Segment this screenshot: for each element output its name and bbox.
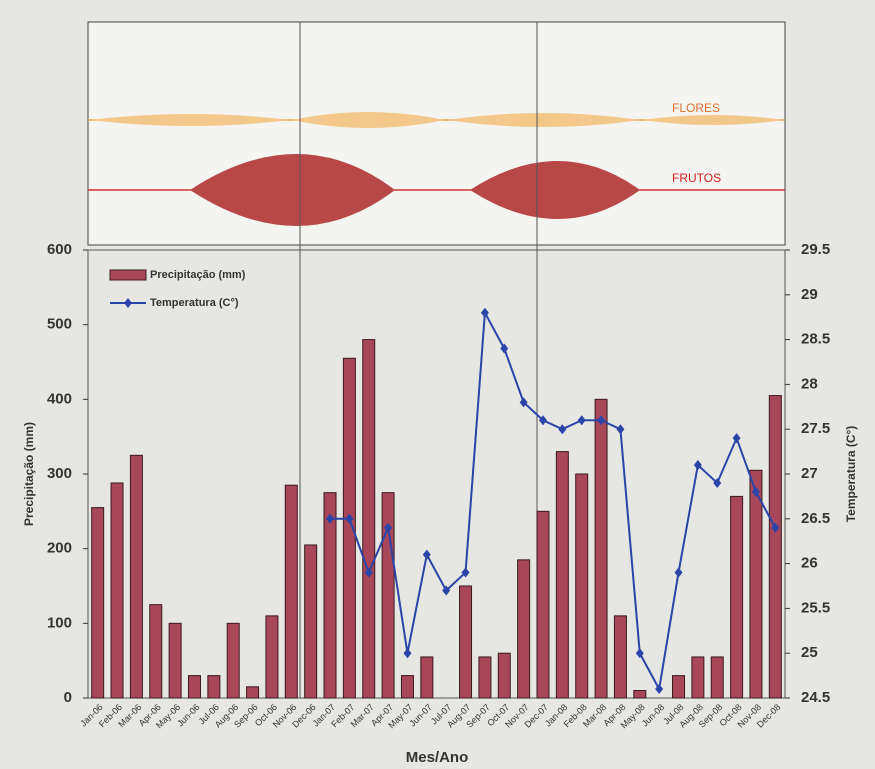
bar — [207, 675, 221, 699]
marker — [500, 343, 509, 354]
marker — [655, 684, 664, 695]
bar — [459, 585, 473, 699]
bar — [168, 622, 182, 699]
flower-shape — [90, 112, 784, 128]
bar — [749, 469, 763, 699]
legend-swatch — [109, 269, 147, 281]
y2-axis-label: Temperatura (C°) — [844, 426, 858, 523]
marker — [480, 307, 489, 318]
y2-tick-label: 26.5 — [801, 510, 830, 527]
phenology-label: FRUTOS — [672, 171, 721, 185]
bar — [129, 454, 143, 699]
marker — [577, 415, 586, 426]
y2-tick-label: 25 — [801, 644, 818, 661]
marker — [616, 424, 625, 435]
marker — [558, 424, 567, 435]
phenology-panel — [87, 21, 786, 246]
bar — [149, 604, 163, 699]
y2-tick-label: 26 — [801, 555, 818, 572]
bar — [284, 484, 298, 699]
marker — [345, 513, 354, 524]
marker — [771, 522, 780, 533]
bar — [730, 495, 744, 699]
legend-swatch — [124, 298, 132, 308]
bar — [265, 615, 279, 699]
y-tick-label: 400 — [47, 390, 72, 407]
marker — [597, 415, 606, 426]
y-axis-label: Precipitação (mm) — [22, 422, 36, 526]
y-tick-label: 500 — [47, 316, 72, 333]
marker — [422, 549, 431, 560]
y2-tick-label: 28.5 — [801, 331, 830, 348]
bar — [672, 675, 686, 699]
bar — [536, 510, 550, 699]
y2-tick-label: 29 — [801, 286, 818, 303]
y2-tick-label: 29.5 — [801, 241, 830, 258]
bar — [768, 395, 782, 699]
bar — [478, 656, 492, 699]
bar — [633, 690, 647, 699]
y2-tick-label: 27.5 — [801, 420, 830, 437]
bar — [362, 339, 376, 699]
marker — [519, 397, 528, 408]
bar — [710, 656, 724, 699]
bar — [187, 675, 201, 699]
y-tick-label: 100 — [47, 614, 72, 631]
marker — [732, 433, 741, 444]
marker — [442, 585, 451, 596]
bar — [110, 482, 124, 699]
y-tick-label: 600 — [47, 241, 72, 258]
bar — [226, 622, 240, 699]
bar — [91, 507, 105, 699]
bar — [613, 615, 627, 699]
marker — [538, 415, 547, 426]
legend-label: Temperatura (C°) — [150, 297, 239, 309]
marker — [713, 477, 722, 488]
bar — [342, 357, 356, 699]
bar — [420, 656, 434, 699]
legend-label: Precipitação (mm) — [150, 269, 246, 281]
y2-tick-label: 27 — [801, 465, 818, 482]
y-tick-label: 0 — [64, 689, 72, 706]
bar — [575, 473, 589, 699]
marker — [635, 648, 644, 659]
marker — [403, 648, 412, 659]
marker — [461, 567, 470, 578]
x-axis-label: Mes/Ano — [406, 749, 469, 766]
y2-tick-label: 28 — [801, 375, 818, 392]
marker — [674, 567, 683, 578]
marker — [384, 522, 393, 533]
fruit-shape — [190, 154, 640, 226]
marker — [364, 567, 373, 578]
bar — [555, 451, 569, 699]
bar — [691, 656, 705, 699]
bar — [497, 652, 511, 699]
marker — [326, 513, 335, 524]
bar — [304, 544, 318, 699]
marker — [751, 486, 760, 497]
y2-tick-label: 24.5 — [801, 689, 830, 706]
line — [330, 309, 777, 693]
bar — [323, 492, 337, 699]
bar — [246, 686, 260, 699]
phenology-label: FLORES — [672, 101, 720, 115]
bar — [594, 398, 608, 699]
bar — [400, 675, 414, 699]
y-tick-label: 200 — [47, 540, 72, 557]
marker — [693, 460, 702, 471]
y2-tick-label: 25.5 — [801, 599, 830, 616]
bar — [517, 559, 531, 699]
y-tick-label: 300 — [47, 465, 72, 482]
